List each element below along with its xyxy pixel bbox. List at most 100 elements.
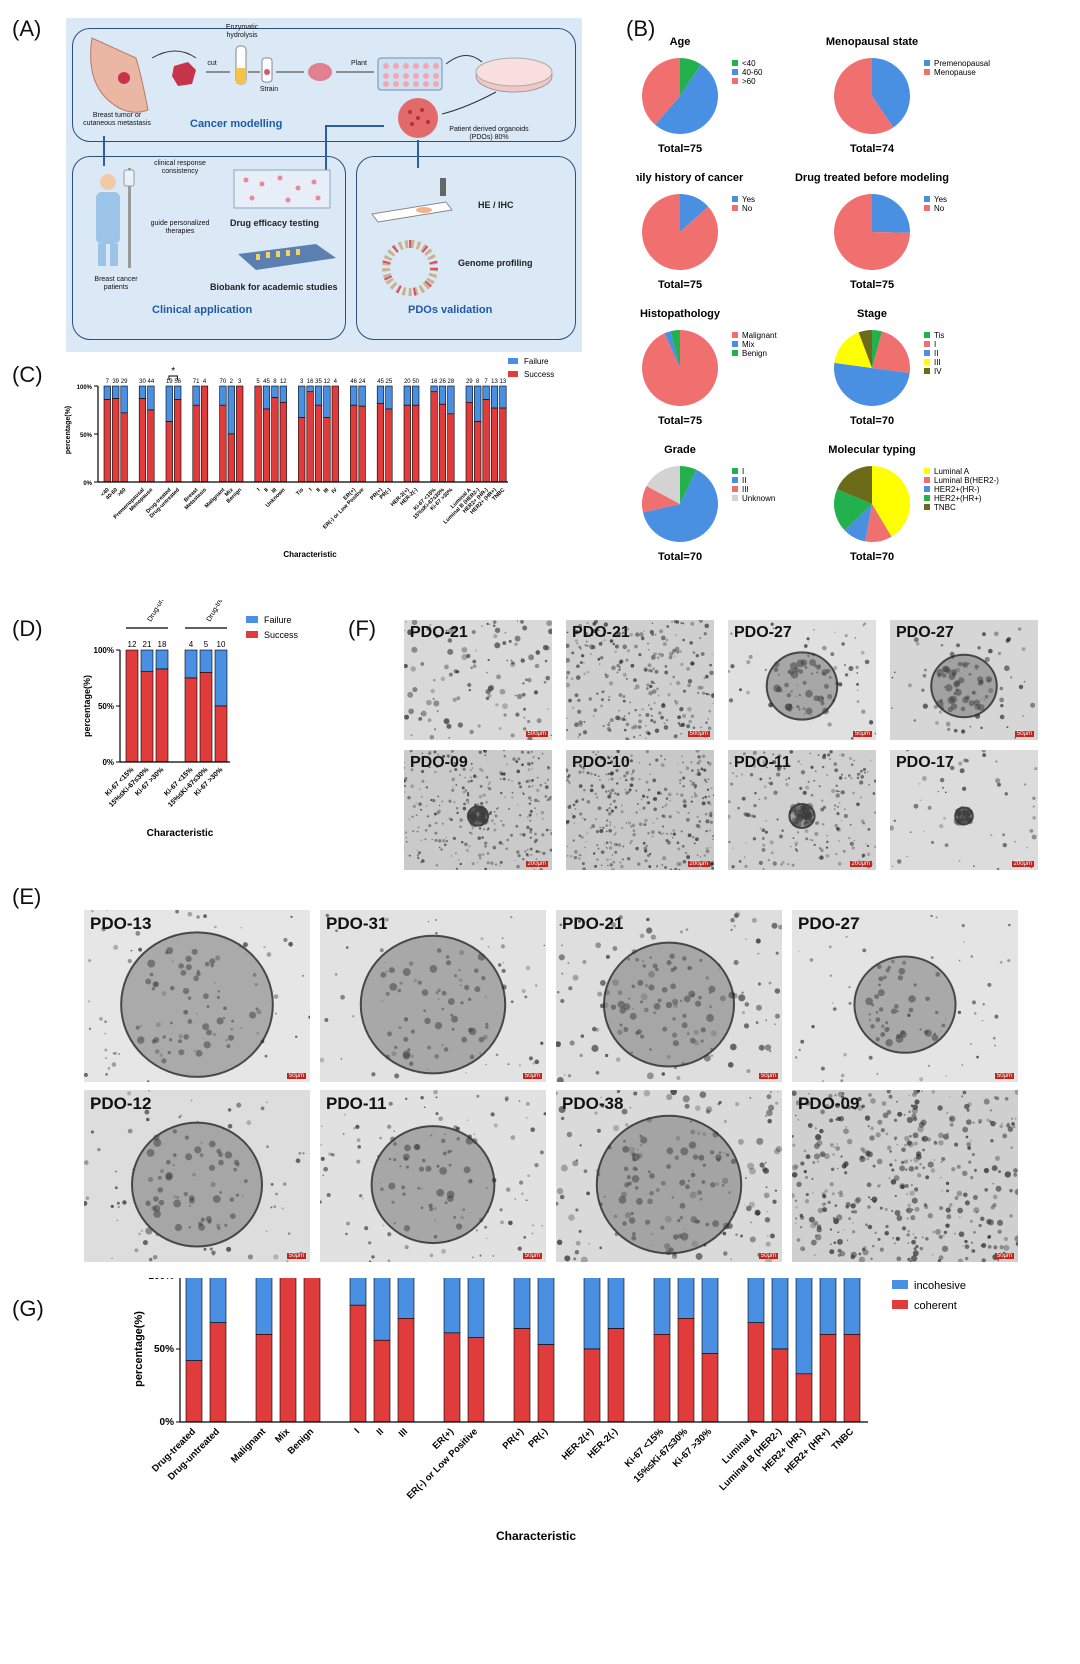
- bar-success: [227, 433, 235, 483]
- bar-failure: [350, 385, 358, 406]
- micrograph-label: PDO-31: [326, 914, 388, 933]
- legend-label: >60: [742, 77, 756, 86]
- micrograph-label: PDO-21: [562, 914, 624, 933]
- bar-failure: [209, 1278, 227, 1324]
- pie-title: Drug treated before modeling: [795, 172, 949, 184]
- micrograph-tile: PDO-27 50μm: [728, 620, 876, 740]
- y-axis-title: percentage(%): [82, 675, 92, 737]
- scale-bar: 50μm: [994, 1253, 1014, 1259]
- legend-swatch: [924, 359, 930, 365]
- micrograph-label: PDO-27: [734, 624, 792, 641]
- bar-success: [513, 1328, 531, 1423]
- micrograph-label: PDO-27: [798, 914, 860, 933]
- legend-swatch: [732, 196, 738, 202]
- bar-success: [209, 1322, 227, 1423]
- legend-label: 40-60: [742, 68, 763, 77]
- bar-success: [199, 672, 213, 763]
- pie-slice: [844, 504, 872, 542]
- legend-label: Yes: [742, 195, 755, 204]
- pie-slice: [834, 489, 872, 531]
- pie-total: Total=70: [850, 415, 894, 427]
- bar-n-label: 5: [204, 640, 209, 649]
- legend-label: II: [934, 349, 938, 358]
- bar-success: [482, 399, 490, 483]
- micrograph-tile: PDO-27 50μm: [890, 620, 1038, 740]
- bar-success: [112, 398, 120, 483]
- x-tick-label: II: [264, 487, 271, 494]
- x-tick-label: Tis: [295, 487, 305, 497]
- bar-n-label: 18: [158, 640, 167, 649]
- bar-success: [323, 417, 331, 483]
- micrograph-image: [728, 750, 876, 870]
- micrograph-tile: PDO-31 50μm: [320, 910, 546, 1082]
- bar-success: [499, 407, 507, 483]
- bar-failure: [474, 385, 482, 422]
- bar-failure: [376, 385, 385, 404]
- bar-failure: [443, 1278, 461, 1334]
- legend-label: Menopause: [934, 68, 976, 77]
- legend-swatch: [892, 1300, 908, 1309]
- legend-swatch: [732, 350, 738, 356]
- genome-label: Genome profiling: [458, 258, 533, 268]
- micrograph-image: [404, 750, 552, 870]
- bar-failure: [467, 1278, 485, 1338]
- bar-success: [306, 391, 314, 483]
- x-tick-label: I: [256, 487, 262, 493]
- micrograph-label: PDO-38: [562, 1094, 624, 1113]
- bar-failure: [677, 1278, 695, 1319]
- drug-efficacy-label: Drug efficacy testing: [230, 218, 320, 228]
- bar-n-label: 35: [315, 379, 322, 385]
- scale-bar: 50μm: [1014, 731, 1034, 737]
- bar-failure: [607, 1278, 625, 1329]
- pie-title: Family history of cancer: [636, 172, 744, 184]
- bar-failure: [112, 385, 120, 399]
- micrograph-tile: PDO-13 50μm: [84, 910, 310, 1082]
- x-tick-label: III: [271, 487, 279, 495]
- x-tick-label: TNBC: [830, 1426, 857, 1453]
- bar-n-label: 45: [263, 379, 270, 385]
- bar-n-label: 12: [324, 379, 331, 385]
- micrograph-image: [566, 620, 714, 740]
- bar-n-label: 16: [307, 379, 314, 385]
- panel-label-g: (G): [12, 1296, 44, 1321]
- bar-n-label: 29: [121, 379, 128, 385]
- clinical-application-box: [72, 156, 346, 340]
- panel-label-f: (F): [348, 616, 377, 641]
- legend-swatch: [924, 477, 930, 483]
- y-tick-label: 100%: [94, 646, 114, 655]
- bar-success: [138, 398, 147, 483]
- micrograph-label: PDO-11: [734, 754, 791, 771]
- y-axis-title: percentage(%): [65, 406, 72, 454]
- pie-slice: [655, 64, 718, 134]
- x-axis-title: Characteristic: [283, 550, 337, 559]
- schematic-drawing: [90, 37, 553, 296]
- legend-label: Premenopausal: [934, 59, 990, 68]
- x-tick-label: Mix: [224, 487, 235, 498]
- bar-success: [185, 1360, 203, 1423]
- pie-slice: [858, 330, 872, 368]
- x-tick-label: I: [308, 487, 314, 493]
- significance-star: *: [171, 366, 175, 377]
- legend-swatch: [924, 196, 930, 202]
- pie-total: Total=70: [658, 551, 702, 563]
- pie-title: Grade: [664, 444, 696, 456]
- pie-slice: [642, 194, 718, 270]
- clinical-consistency-label: clinical response consistency: [154, 160, 206, 176]
- pie-slice: [642, 58, 680, 125]
- bar-failure: [513, 1278, 531, 1329]
- panel-label-b: (B): [626, 16, 656, 41]
- bar-success: [653, 1334, 671, 1423]
- x-tick-label: III: [397, 1426, 410, 1439]
- scale-bar: 50μm: [286, 1253, 306, 1259]
- legend-swatch: [924, 468, 930, 474]
- bar-success: [443, 1332, 461, 1423]
- bar-failure: [103, 385, 111, 400]
- micrograph-image: [890, 750, 1038, 870]
- micrograph-tile: PDO-12 50μm: [84, 1090, 310, 1262]
- bar-failure: [227, 385, 235, 435]
- bar-success: [430, 391, 438, 483]
- bar-n-label: 39: [112, 379, 119, 385]
- chart-c: 0%50%100%7<403940-6029>6030Premenopausal…: [65, 358, 554, 559]
- he-label: HE / IHC: [478, 200, 514, 210]
